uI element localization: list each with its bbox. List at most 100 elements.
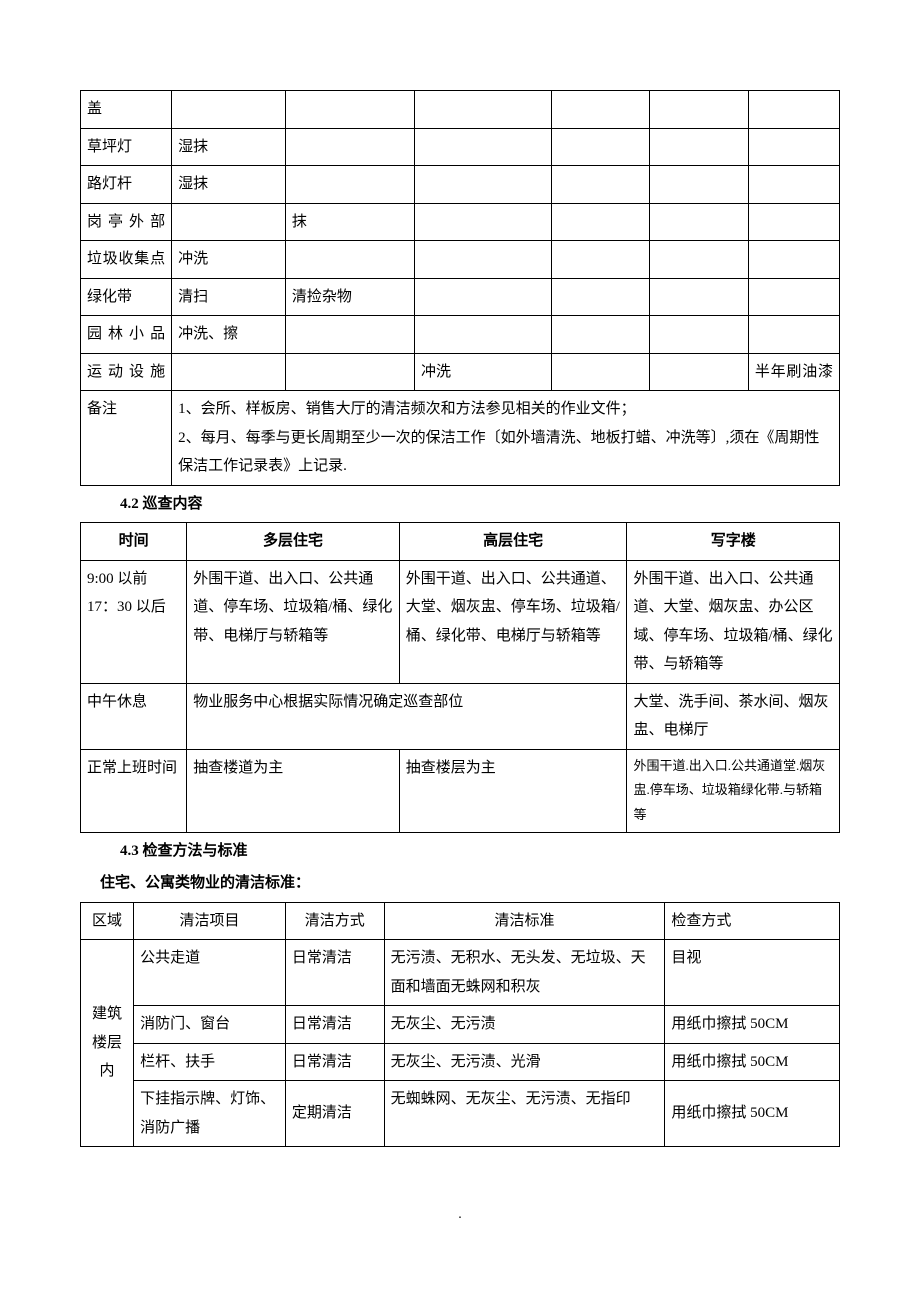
cell: 运动设施 — [81, 353, 172, 391]
cell — [285, 91, 414, 129]
cell — [551, 353, 650, 391]
cell: 物业服务中心根据实际情况确定巡查部位 — [187, 683, 627, 749]
cell: 无灰尘、无污渍 — [384, 1006, 665, 1044]
col-header: 时间 — [81, 523, 187, 561]
cell — [414, 128, 551, 166]
cell: 公共走道 — [134, 940, 286, 1006]
cell: 大堂、洗手间、茶水间、烟灰盅、电梯厅 — [627, 683, 840, 749]
cell: 用纸巾擦拭 50CM — [665, 1081, 840, 1147]
cell: 日常清洁 — [285, 1006, 384, 1044]
cell — [650, 316, 749, 354]
table-row: 垃圾收集点 冲洗 — [81, 241, 840, 279]
cleaning-standard-table: 区域 清洁项目 清洁方式 清洁标准 检查方式 建筑楼层内 公共走道 日常清洁 无… — [80, 902, 840, 1148]
cell: 抽查楼层为主 — [399, 749, 627, 832]
cell: 日常清洁 — [285, 1043, 384, 1081]
table-row: 园林小品 冲洗、擦 — [81, 316, 840, 354]
header-row: 时间 多层住宅 高层住宅 写字楼 — [81, 523, 840, 561]
section-43-subtitle: 住宅、公寓类物业的清洁标准： — [80, 869, 840, 902]
cell: 半年刷油漆 — [748, 353, 839, 391]
cell — [285, 316, 414, 354]
col-header: 区域 — [81, 902, 134, 940]
cell — [650, 278, 749, 316]
cell — [172, 91, 286, 129]
cell: 清捡杂物 — [285, 278, 414, 316]
note-line: 1、会所、样板房、销售大厅的清洁频次和方法参见相关的作业文件； — [178, 395, 833, 424]
cell: 定期清洁 — [285, 1081, 384, 1147]
table-row: 下挂指示牌、灯饰、消防广播 定期清洁 无蜘蛛网、无灰尘、无污渍、无指印 用纸巾擦… — [81, 1081, 840, 1147]
cell — [285, 241, 414, 279]
table-row: 9:00 以前 17：30 以后 外围干道、出入口、公共通道、停车场、垃圾箱/桶… — [81, 560, 840, 683]
cell — [285, 353, 414, 391]
cell: 垃圾收集点 — [81, 241, 172, 279]
table-row: 草坪灯 湿抹 — [81, 128, 840, 166]
cell: 湿抹 — [172, 166, 286, 204]
col-header: 多层住宅 — [187, 523, 400, 561]
table-row: 栏杆、扶手 日常清洁 无灰尘、无污渍、光滑 用纸巾擦拭 50CM — [81, 1043, 840, 1081]
section-42-title: 4.2 巡查内容 — [80, 486, 840, 523]
cell: 清扫 — [172, 278, 286, 316]
cell — [748, 166, 839, 204]
cell — [650, 91, 749, 129]
col-header: 清洁方式 — [285, 902, 384, 940]
table-row: 消防门、窗台 日常清洁 无灰尘、无污渍 用纸巾擦拭 50CM — [81, 1006, 840, 1044]
cell — [650, 353, 749, 391]
cell — [551, 316, 650, 354]
cell — [748, 91, 839, 129]
table-row: 中午休息 物业服务中心根据实际情况确定巡查部位 大堂、洗手间、茶水间、烟灰盅、电… — [81, 683, 840, 749]
cell: 岗亭外部 — [81, 203, 172, 241]
cell — [748, 203, 839, 241]
table-row: 岗亭外部 抹 — [81, 203, 840, 241]
cell — [551, 278, 650, 316]
cell: 目视 — [665, 940, 840, 1006]
cell: 用纸巾擦拭 50CM — [665, 1006, 840, 1044]
cell: 湿抹 — [172, 128, 286, 166]
cell: 日常清洁 — [285, 940, 384, 1006]
cell: 绿化带 — [81, 278, 172, 316]
cell — [285, 166, 414, 204]
cell: 冲洗 — [414, 353, 551, 391]
cell — [551, 128, 650, 166]
note-line: 2、每月、每季与更长周期至少一次的保洁工作〔如外墙清洗、地板打蜡、冲洗等〕,须在… — [178, 424, 833, 481]
col-header: 高层住宅 — [399, 523, 627, 561]
cell: 用纸巾擦拭 50CM — [665, 1043, 840, 1081]
cell: 冲洗、擦 — [172, 316, 286, 354]
cell — [748, 278, 839, 316]
inspection-content-table: 时间 多层住宅 高层住宅 写字楼 9:00 以前 17：30 以后 外围干道、出… — [80, 522, 840, 833]
cell — [551, 203, 650, 241]
table-row: 盖 — [81, 91, 840, 129]
cell — [285, 128, 414, 166]
cell — [172, 203, 286, 241]
cell — [414, 278, 551, 316]
cell — [650, 128, 749, 166]
cell — [414, 91, 551, 129]
cell: 无污渍、无积水、无头发、无垃圾、天面和墙面无蛛网和积灰 — [384, 940, 665, 1006]
cell: 消防门、窗台 — [134, 1006, 286, 1044]
note-label: 备注 — [81, 391, 172, 486]
col-header: 写字楼 — [627, 523, 840, 561]
cell: 抽查楼道为主 — [187, 749, 400, 832]
cell — [414, 166, 551, 204]
col-header: 清洁项目 — [134, 902, 286, 940]
cell: 抹 — [285, 203, 414, 241]
region-cell: 建筑楼层内 — [81, 940, 134, 1147]
cell — [172, 353, 286, 391]
cell: 下挂指示牌、灯饰、消防广播 — [134, 1081, 286, 1147]
table-row: 绿化带 清扫 清捡杂物 — [81, 278, 840, 316]
cell — [551, 91, 650, 129]
cell: 外围干道、出入口、公共通道、停车场、垃圾箱/桶、绿化带、电梯厅与轿箱等 — [187, 560, 400, 683]
cell: 无灰尘、无污渍、光滑 — [384, 1043, 665, 1081]
document-page: 盖 草坪灯 湿抹 路灯杆 湿抹 — [0, 0, 920, 1263]
cell — [414, 316, 551, 354]
cell — [414, 241, 551, 279]
cell: 外围干道.出入口.公共通道堂.烟灰盅.停车场、垃圾箱绿化带.与轿箱等 — [627, 749, 840, 832]
cell — [748, 241, 839, 279]
cell — [650, 203, 749, 241]
cell — [650, 166, 749, 204]
cell: 9:00 以前 17：30 以后 — [81, 560, 187, 683]
cell: 栏杆、扶手 — [134, 1043, 286, 1081]
cell: 外围干道、出入口、公共通道、大堂、烟灰盅、办公区域、停车场、垃圾箱/桶、绿化带、… — [627, 560, 840, 683]
table-row: 正常上班时间 抽查楼道为主 抽查楼层为主 外围干道.出入口.公共通道堂.烟灰盅.… — [81, 749, 840, 832]
cell — [551, 166, 650, 204]
table-row: 路灯杆 湿抹 — [81, 166, 840, 204]
cell: 园林小品 — [81, 316, 172, 354]
